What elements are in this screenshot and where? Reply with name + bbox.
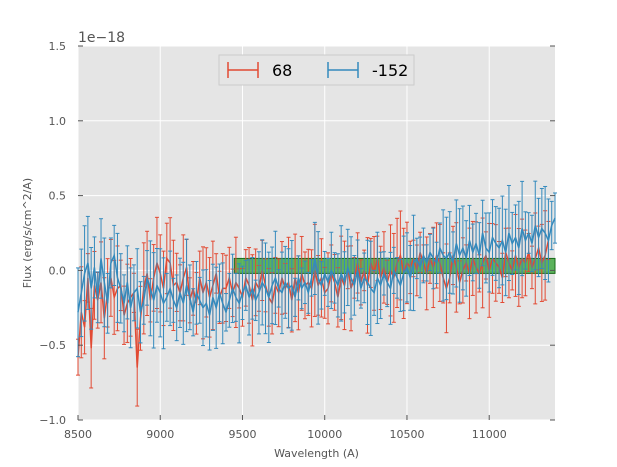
y-axis-label: Flux (erg/s/cm^2/A) — [21, 178, 34, 288]
y-tick-label-0: −1.0 — [39, 414, 66, 427]
x-tick-label-1: 9000 — [146, 428, 174, 441]
x-tick-label-3: 10000 — [307, 428, 342, 441]
x-tick-label-4: 10500 — [389, 428, 424, 441]
offset-text: 1e−18 — [78, 30, 125, 46]
x-tick-label-0: 8500 — [64, 428, 92, 441]
legend-label-68: 68 — [272, 61, 292, 80]
legend-marker-68 — [227, 62, 259, 78]
series-line-1 — [77, 217, 556, 316]
x-axis-label: Wavelength (A) — [274, 447, 359, 460]
series-layer — [76, 180, 557, 407]
plot-background — [78, 46, 555, 420]
ticks: 8500 9000 9500 10000 10500 11000 −1.0 −0.5 0.0 0.… — [39, 40, 555, 441]
y-tick-label-1: −0.5 — [39, 339, 66, 352]
y-tick-label-3: 0.5 — [49, 190, 67, 203]
y-tick-label-5: 1.5 — [49, 40, 67, 53]
y-tick-label-2: 0.0 — [49, 264, 67, 277]
legend-marker-152 — [327, 62, 359, 78]
series-1 — [76, 180, 557, 358]
x-tick-label-5: 11000 — [472, 428, 507, 441]
y-tick-label-4: 1.0 — [49, 115, 67, 128]
series-line-0 — [77, 240, 550, 368]
legend: 68 -152 — [218, 54, 415, 86]
x-tick-label-2: 9500 — [228, 428, 256, 441]
legend-label-152: -152 — [372, 61, 408, 80]
